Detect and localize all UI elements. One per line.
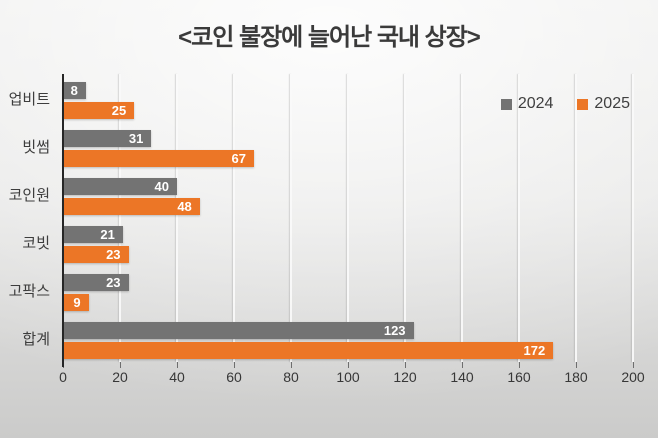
x-tick-40 [177,362,178,368]
category-label-3: 코인원 [8,186,50,204]
x-tick-label-180: 180 [564,369,588,385]
gridline-80 [290,74,292,362]
bar-row-합계-2025: 172 [63,342,633,359]
bar-2025-코인원: 48 [63,198,200,215]
x-tick-180 [576,362,577,368]
legend: 2024 2025 [500,95,630,113]
legend-label-2024: 2024 [517,95,554,112]
x-tick-20 [120,362,121,368]
x-tick-label-80: 80 [283,369,299,385]
bar-row-빗썸-2024: 31 [63,130,633,147]
gridline-120 [404,74,406,362]
bar-row-합계-2024: 123 [63,322,633,339]
x-tick-label-20: 20 [112,369,128,385]
x-tick-label-160: 160 [507,369,531,385]
x-tick-label-40: 40 [169,369,185,385]
x-tick-160 [519,362,520,368]
x-tick-label-200: 200 [621,369,645,385]
bar-2024-합계: 123 [63,322,414,339]
bar-2024-업비트: 8 [63,82,86,99]
x-tick-label-100: 100 [336,369,360,385]
bar-2025-업비트: 25 [63,102,135,119]
category-label-4: 코빗 [22,234,50,252]
bar-row-업비트-2025: 25 [63,102,633,119]
bar-2024-고팍스: 23 [63,274,129,291]
gridline-60 [233,74,235,362]
x-tick-label-60: 60 [226,369,242,385]
legend-label-2025: 2025 [594,95,630,112]
bar-2024-빗썸: 31 [63,130,152,147]
legend-swatch-2025 [577,98,589,110]
category-label-2: 빗썸 [22,138,50,156]
x-tick-label-140: 140 [450,369,474,385]
bar-value-label: 23 [106,247,121,262]
bar-value-label: 21 [100,227,115,242]
x-tick-200 [633,362,634,368]
x-tick-120 [405,362,406,368]
gridline-20 [119,74,121,362]
bar-value-label: 8 [70,83,78,98]
bar-value-label: 67 [231,151,246,166]
gridline-160 [518,74,520,362]
gridline-40 [176,74,178,362]
bar-row-빗썸-2025: 67 [63,150,633,167]
category-label-5: 고팍스 [8,282,50,300]
bar-2024-코인원: 40 [63,178,177,195]
bar-value-label: 9 [73,295,81,310]
x-tick-label-0: 0 [59,369,67,385]
category-label-6: 합계 [22,330,50,348]
x-tick-100 [348,362,349,368]
plot-area: 8 25 31 67 40 48 21 23 23 9 123 172 [63,74,634,362]
bar-row-업비트-2024: 8 [63,82,633,99]
gridline-200 [632,74,634,362]
bar-2025-합계: 172 [63,342,554,359]
bar-row-코빗-2024: 21 [63,226,633,243]
x-tick-60 [234,362,235,368]
bar-row-코인원-2024: 40 [63,178,633,195]
gridline-180 [575,74,577,362]
bar-2025-빗썸: 67 [63,150,254,167]
bar-value-label: 23 [106,275,121,290]
bar-2024-코빗: 21 [63,226,123,243]
x-tick-label-120: 120 [393,369,417,385]
bar-2025-고팍스: 9 [63,294,89,311]
bar-value-label: 123 [383,323,406,338]
bar-row-고팍스-2024: 23 [63,274,633,291]
legend-item-2024: 2024 [500,95,554,113]
bar-row-코빗-2025: 23 [63,246,633,263]
y-axis-line [62,74,64,367]
bar-2025-코빗: 23 [63,246,129,263]
bar-value-label: 48 [177,199,192,214]
category-label-1: 업비트 [8,90,50,108]
bar-row-코인원-2025: 48 [63,198,633,215]
gridline-140 [461,74,463,362]
bar-value-label: 31 [128,131,144,146]
gridline-100 [347,74,349,362]
legend-swatch-2024 [500,98,512,110]
bar-value-label: 25 [111,103,127,118]
x-tick-80 [291,362,292,368]
bar-row-고팍스-2025: 9 [63,294,633,311]
x-tick-140 [462,362,463,368]
legend-item-2025: 2025 [577,95,630,113]
bar-value-label: 172 [523,343,546,358]
bar-value-label: 40 [154,179,169,194]
chart-title: <코인 불장에 늘어난 국내 상장> [178,24,481,51]
